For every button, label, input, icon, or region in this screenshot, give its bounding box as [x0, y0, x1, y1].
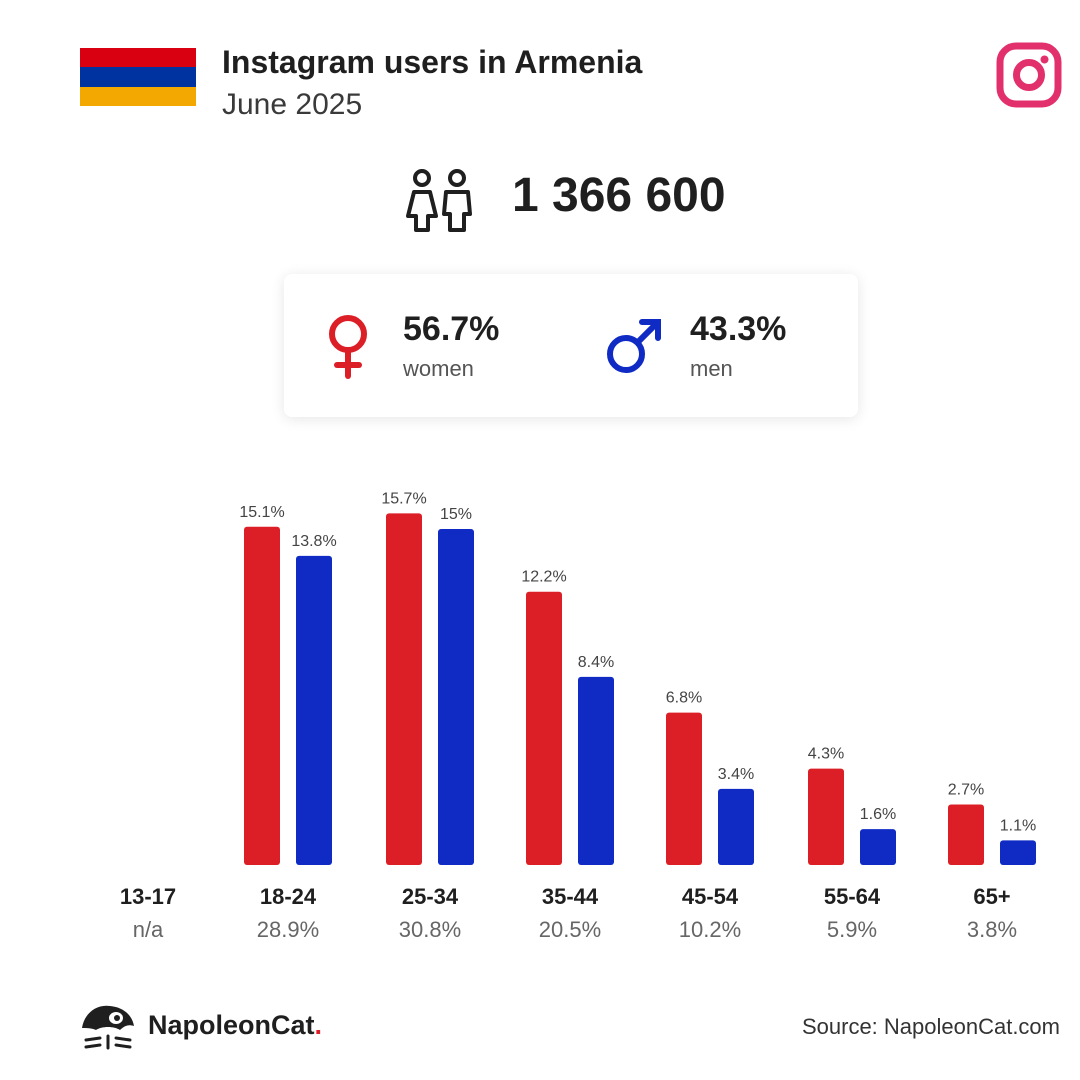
category-label-25-34: 25-34: [401, 884, 459, 909]
category-label-13-17: 13-17: [119, 884, 177, 909]
brand-text: NapoleonCat: [148, 1010, 315, 1040]
brand-name: NapoleonCat.: [148, 1010, 322, 1041]
data-label-men-35-44: 8.4%: [578, 654, 614, 671]
total-users: 1 366 600: [512, 169, 726, 222]
male-icon: [607, 319, 661, 373]
category-total-13-17: n/a: [132, 917, 164, 942]
flag-stripe-blue: [80, 67, 196, 87]
data-label-women-25-34: 15.7%: [381, 490, 426, 507]
brand-dot: .: [314, 1010, 323, 1040]
data-label-women-18-24: 15.1%: [239, 504, 284, 521]
flag-stripe-red: [80, 48, 196, 68]
category-total-25-34: 30.8%: [398, 917, 462, 942]
category-label-65+: 65+: [973, 884, 1011, 909]
data-label-men-55-64: 1.6%: [860, 806, 896, 823]
bar-men-35-44: [578, 676, 614, 865]
bar-women-55-64: [808, 768, 844, 865]
page-subtitle: June 2025: [222, 88, 363, 121]
category-label-55-64: 55-64: [823, 884, 881, 909]
data-label-men-18-24: 13.8%: [291, 533, 336, 550]
people-icon: [406, 169, 472, 232]
bar-men-55-64: [860, 829, 896, 865]
bar-men-65+: [1000, 840, 1036, 865]
category-total-65+: 3.8%: [966, 917, 1018, 942]
category-total-18-24: 28.9%: [256, 917, 320, 942]
instagram-icon: [996, 42, 1062, 108]
category-label-45-54: 45-54: [681, 884, 739, 909]
armenia-flag: [80, 48, 196, 107]
category-label-18-24: 18-24: [259, 884, 317, 909]
bar-women-65+: [948, 804, 984, 865]
data-label-men-65+: 1.1%: [1000, 817, 1036, 834]
flag-stripe-orange: [80, 86, 196, 107]
data-label-women-35-44: 12.2%: [521, 569, 566, 586]
bar-men-18-24: [296, 555, 332, 865]
data-label-men-45-54: 3.4%: [718, 766, 754, 783]
page-title: Instagram users in Armenia: [222, 44, 643, 80]
category-total-45-54: 10.2%: [678, 917, 742, 942]
data-label-women-55-64: 4.3%: [808, 746, 844, 763]
bar-women-35-44: [526, 591, 562, 865]
category-total-55-64: 5.9%: [826, 917, 878, 942]
men-label: men: [690, 356, 733, 381]
men-percentage: 43.3%: [690, 310, 787, 348]
category-label-35-44: 35-44: [541, 884, 599, 909]
women-percentage: 56.7%: [403, 310, 500, 348]
women-label: women: [403, 356, 474, 381]
bar-women-18-24: [244, 526, 280, 865]
age-gender-bar-chart: 15.1% 13.8% 15.7% 15% 12.2% 8.4% 6.8% 3.4% 4.3% 1…: [239, 490, 1036, 865]
bar-men-45-54: [718, 788, 754, 865]
data-label-women-45-54: 6.8%: [666, 690, 702, 707]
source-text: Source: NapoleonCat.com: [801, 1014, 1060, 1039]
bar-women-25-34: [386, 513, 422, 865]
category-total-35-44: 20.5%: [538, 917, 602, 942]
bar-men-25-34: [438, 529, 474, 865]
gender-split-card: [284, 274, 858, 417]
female-icon: [329, 315, 367, 379]
bar-women-45-54: [666, 712, 702, 865]
napoleoncat-logo-icon: [82, 1005, 134, 1050]
data-label-men-25-34: 15%: [440, 506, 472, 523]
data-label-women-65+: 2.7%: [948, 782, 984, 799]
